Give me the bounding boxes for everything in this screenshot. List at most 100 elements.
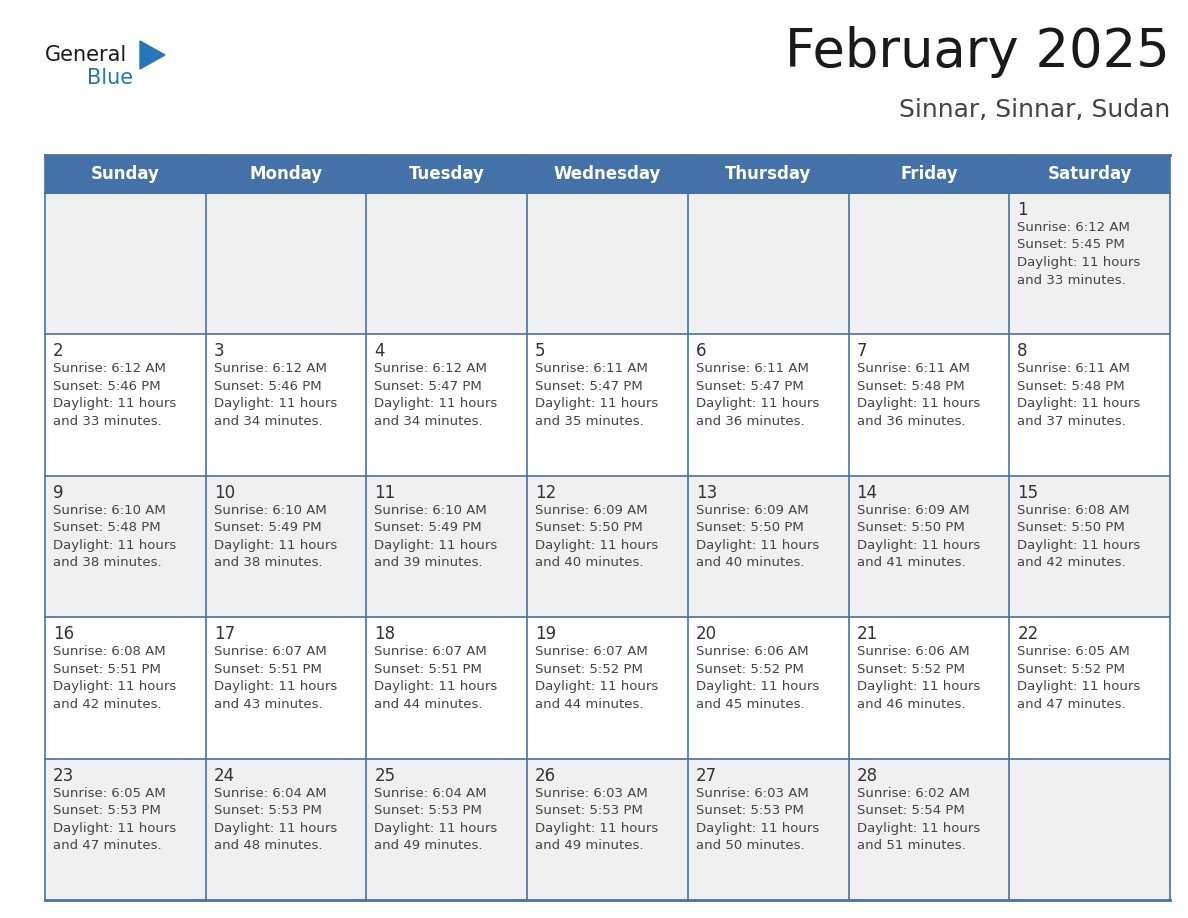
Text: Sunset: 5:50 PM: Sunset: 5:50 PM	[696, 521, 803, 534]
Text: Daylight: 11 hours: Daylight: 11 hours	[857, 397, 980, 410]
Text: and 33 minutes.: and 33 minutes.	[53, 415, 162, 428]
Text: Daylight: 11 hours: Daylight: 11 hours	[374, 680, 498, 693]
Text: Daylight: 11 hours: Daylight: 11 hours	[214, 680, 337, 693]
Text: and 50 minutes.: and 50 minutes.	[696, 839, 804, 852]
Text: and 44 minutes.: and 44 minutes.	[535, 698, 644, 711]
Text: and 40 minutes.: and 40 minutes.	[696, 556, 804, 569]
Text: General: General	[45, 45, 127, 65]
Text: Sunrise: 6:08 AM: Sunrise: 6:08 AM	[1017, 504, 1130, 517]
Text: Sunrise: 6:10 AM: Sunrise: 6:10 AM	[53, 504, 166, 517]
Text: Daylight: 11 hours: Daylight: 11 hours	[857, 680, 980, 693]
Text: Sunrise: 6:06 AM: Sunrise: 6:06 AM	[857, 645, 969, 658]
Text: Sunset: 5:50 PM: Sunset: 5:50 PM	[1017, 521, 1125, 534]
Text: 8: 8	[1017, 342, 1028, 361]
Text: Sunset: 5:52 PM: Sunset: 5:52 PM	[857, 663, 965, 676]
Text: Daylight: 11 hours: Daylight: 11 hours	[535, 680, 658, 693]
Text: Daylight: 11 hours: Daylight: 11 hours	[535, 539, 658, 552]
Text: 2: 2	[53, 342, 64, 361]
Text: and 34 minutes.: and 34 minutes.	[214, 415, 322, 428]
Text: Sunset: 5:47 PM: Sunset: 5:47 PM	[696, 380, 803, 393]
Text: Sunset: 5:53 PM: Sunset: 5:53 PM	[214, 804, 322, 817]
Text: 4: 4	[374, 342, 385, 361]
Text: Daylight: 11 hours: Daylight: 11 hours	[696, 822, 819, 834]
Text: Monday: Monday	[249, 165, 323, 183]
Text: Daylight: 11 hours: Daylight: 11 hours	[696, 539, 819, 552]
Text: 20: 20	[696, 625, 718, 644]
Text: 22: 22	[1017, 625, 1038, 644]
Text: 28: 28	[857, 767, 878, 785]
Text: Sunset: 5:53 PM: Sunset: 5:53 PM	[535, 804, 643, 817]
Text: Sunset: 5:50 PM: Sunset: 5:50 PM	[535, 521, 643, 534]
Text: Friday: Friday	[901, 165, 958, 183]
Polygon shape	[140, 41, 165, 69]
Bar	[45, 758, 1170, 900]
Text: Sunrise: 6:09 AM: Sunrise: 6:09 AM	[696, 504, 809, 517]
Text: 14: 14	[857, 484, 878, 502]
Text: Sunrise: 6:03 AM: Sunrise: 6:03 AM	[696, 787, 809, 800]
Text: 1: 1	[1017, 201, 1028, 219]
Bar	[45, 155, 1170, 193]
Text: Sunset: 5:51 PM: Sunset: 5:51 PM	[374, 663, 482, 676]
Text: Sunset: 5:47 PM: Sunset: 5:47 PM	[535, 380, 643, 393]
Text: and 47 minutes.: and 47 minutes.	[53, 839, 162, 852]
Text: Daylight: 11 hours: Daylight: 11 hours	[374, 539, 498, 552]
Text: Sunset: 5:53 PM: Sunset: 5:53 PM	[696, 804, 804, 817]
Text: Sunrise: 6:09 AM: Sunrise: 6:09 AM	[535, 504, 647, 517]
Text: Sunset: 5:52 PM: Sunset: 5:52 PM	[1017, 663, 1125, 676]
Text: and 48 minutes.: and 48 minutes.	[214, 839, 322, 852]
Bar	[45, 617, 1170, 758]
Text: 15: 15	[1017, 484, 1038, 502]
Text: and 42 minutes.: and 42 minutes.	[1017, 556, 1126, 569]
Text: 25: 25	[374, 767, 396, 785]
Text: Sunset: 5:53 PM: Sunset: 5:53 PM	[374, 804, 482, 817]
Text: Sunset: 5:45 PM: Sunset: 5:45 PM	[1017, 239, 1125, 252]
Text: 26: 26	[535, 767, 556, 785]
Text: 27: 27	[696, 767, 718, 785]
Text: Sunrise: 6:12 AM: Sunrise: 6:12 AM	[1017, 221, 1130, 234]
Text: and 38 minutes.: and 38 minutes.	[214, 556, 322, 569]
Text: and 35 minutes.: and 35 minutes.	[535, 415, 644, 428]
Text: Sunset: 5:51 PM: Sunset: 5:51 PM	[214, 663, 322, 676]
Text: 5: 5	[535, 342, 545, 361]
Text: Daylight: 11 hours: Daylight: 11 hours	[214, 539, 337, 552]
Text: Sunset: 5:48 PM: Sunset: 5:48 PM	[1017, 380, 1125, 393]
Text: and 36 minutes.: and 36 minutes.	[696, 415, 804, 428]
Text: Sunrise: 6:07 AM: Sunrise: 6:07 AM	[214, 645, 327, 658]
Text: and 49 minutes.: and 49 minutes.	[374, 839, 484, 852]
Text: Sunset: 5:48 PM: Sunset: 5:48 PM	[53, 521, 160, 534]
Text: Sunset: 5:49 PM: Sunset: 5:49 PM	[214, 521, 321, 534]
Text: and 34 minutes.: and 34 minutes.	[374, 415, 484, 428]
Text: 18: 18	[374, 625, 396, 644]
Text: Wednesday: Wednesday	[554, 165, 662, 183]
Text: and 39 minutes.: and 39 minutes.	[374, 556, 484, 569]
Text: Sunrise: 6:02 AM: Sunrise: 6:02 AM	[857, 787, 969, 800]
Text: 13: 13	[696, 484, 718, 502]
Text: Sunrise: 6:11 AM: Sunrise: 6:11 AM	[696, 363, 809, 375]
Bar	[45, 334, 1170, 476]
Text: 3: 3	[214, 342, 225, 361]
Text: Daylight: 11 hours: Daylight: 11 hours	[535, 397, 658, 410]
Text: Sunrise: 6:08 AM: Sunrise: 6:08 AM	[53, 645, 165, 658]
Text: Sunday: Sunday	[91, 165, 160, 183]
Text: Sunrise: 6:11 AM: Sunrise: 6:11 AM	[1017, 363, 1130, 375]
Text: Daylight: 11 hours: Daylight: 11 hours	[1017, 680, 1140, 693]
Text: and 41 minutes.: and 41 minutes.	[857, 556, 965, 569]
Text: 7: 7	[857, 342, 867, 361]
Text: 24: 24	[214, 767, 235, 785]
Text: Sunrise: 6:12 AM: Sunrise: 6:12 AM	[214, 363, 327, 375]
Text: and 46 minutes.: and 46 minutes.	[857, 698, 965, 711]
Text: 11: 11	[374, 484, 396, 502]
Text: 21: 21	[857, 625, 878, 644]
Text: Daylight: 11 hours: Daylight: 11 hours	[857, 822, 980, 834]
Text: 23: 23	[53, 767, 74, 785]
Text: and 43 minutes.: and 43 minutes.	[214, 698, 322, 711]
Text: Tuesday: Tuesday	[409, 165, 485, 183]
Text: Sunrise: 6:05 AM: Sunrise: 6:05 AM	[53, 787, 166, 800]
Text: 9: 9	[53, 484, 63, 502]
Text: Daylight: 11 hours: Daylight: 11 hours	[1017, 256, 1140, 269]
Text: 6: 6	[696, 342, 707, 361]
Text: Sunrise: 6:11 AM: Sunrise: 6:11 AM	[857, 363, 969, 375]
Text: Daylight: 11 hours: Daylight: 11 hours	[374, 822, 498, 834]
Text: Daylight: 11 hours: Daylight: 11 hours	[535, 822, 658, 834]
Text: and 42 minutes.: and 42 minutes.	[53, 698, 162, 711]
